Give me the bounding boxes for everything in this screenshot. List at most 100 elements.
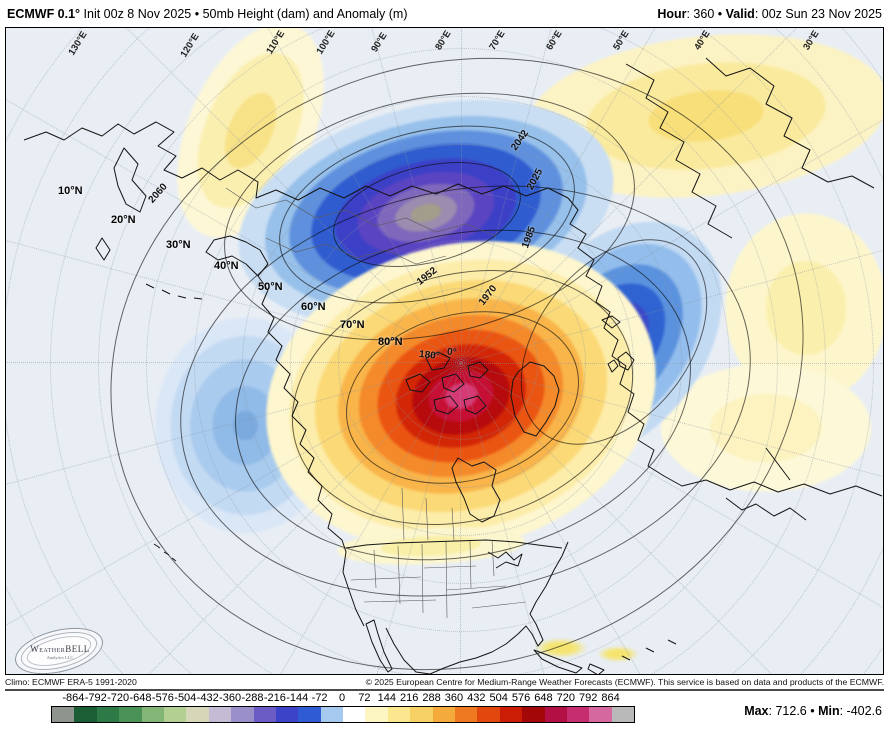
color-scale-tick: -72 (311, 692, 328, 704)
max-value: : 712.6 (768, 704, 807, 718)
contour-value-label: 2042 (509, 128, 532, 153)
color-scale-cell (96, 707, 120, 722)
max-min-readout: Max: 712.6 • Min: -402.6 (744, 704, 882, 718)
color-scale-cell (141, 707, 164, 722)
logo-subtext: Analytics LLC (46, 655, 74, 660)
color-scale-cell (74, 707, 97, 722)
color-scale: -864 -792 -720 -648 -576 -504 -432 -360 -288 -216… (5, 691, 884, 730)
valid-value: : 00z Sun 23 Nov 2025 (754, 6, 882, 21)
longitude-label: 100°E (314, 28, 338, 57)
map-labels-layer: 10°N 20°N 30°N 40°N 50°N 60°N 70°N 80°N 130°E 120… (6, 28, 883, 674)
color-scale-tick: 288 (422, 692, 441, 704)
color-scale-tick: 72 (358, 692, 371, 704)
color-scale-cell (208, 707, 232, 722)
color-scale-tick: 792 (579, 692, 598, 704)
max-label: Max (744, 704, 769, 718)
min-label: Min (818, 704, 840, 718)
color-scale-cell (253, 707, 276, 722)
color-scale-cell (455, 707, 478, 722)
contour-value-label: 1985 (520, 225, 539, 250)
attribution-row: Climo: ECMWF ERA-5 1991-2020 © 2025 Euro… (5, 675, 884, 689)
color-scale-cell (365, 707, 388, 722)
color-scale-cell (432, 707, 456, 722)
color-scale-cell (119, 707, 142, 722)
weatherbell-logo: WeatherBELL Analytics LLC (10, 619, 108, 674)
color-scale-tick: 144 (377, 692, 396, 704)
color-scale-tick: -792 (84, 692, 107, 704)
color-scale-cell (589, 707, 612, 722)
color-scale-tick: -720 (107, 692, 130, 704)
hour-value: : 360 (686, 6, 715, 21)
color-scale-cell (343, 707, 366, 722)
model-run-and-parameter: Init 00z 8 Nov 2025 • 50mb Height (dam) … (80, 6, 408, 21)
valid-label: Valid (725, 6, 755, 21)
latitude-label: 20°N (111, 214, 136, 226)
color-scale-tick: 648 (534, 692, 553, 704)
color-scale-cell (52, 707, 75, 722)
longitude-label: 90°E (369, 30, 390, 55)
color-scale-tick: -504 (174, 692, 197, 704)
color-scale-tick: -288 (241, 692, 264, 704)
color-scale-tick: 360 (444, 692, 464, 704)
contour-value-label: 2025 (525, 167, 546, 192)
color-scale-tick: 216 (399, 692, 419, 704)
color-scale-cell (499, 707, 523, 722)
color-scale-tick: 864 (601, 692, 620, 704)
color-scale-bar (51, 706, 635, 723)
latitude-label: 70°N (340, 319, 365, 331)
color-scale-tick: -432 (196, 692, 219, 704)
model-name: ECMWF 0.1° (7, 6, 81, 21)
longitude-label: 70°E (487, 28, 508, 53)
color-scale-tick: -144 (286, 692, 309, 704)
color-scale-tick: -360 (219, 692, 242, 704)
coastlines-layer (23, 57, 883, 674)
contour-value-label: 2060 (146, 181, 170, 206)
color-scale-tick: 504 (489, 692, 508, 704)
color-scale-tick: -216 (263, 692, 286, 704)
divider-rule (5, 689, 884, 691)
logo-wordmark: WeatherBELL (30, 644, 90, 654)
title-separator: • (714, 6, 726, 21)
title-right: Hour: 360 • Valid: 00z Sun 23 Nov 2025 (657, 7, 882, 21)
color-scale-cell (611, 707, 635, 722)
color-scale-tick: 0 (338, 692, 346, 704)
latitude-label: 80°N (378, 336, 403, 348)
color-scale-cell (522, 707, 545, 722)
color-scale-tick: 576 (511, 692, 531, 704)
maxmin-separator: • (806, 704, 819, 718)
color-scale-cell (387, 707, 411, 722)
latitude-label: 40°N (214, 260, 239, 272)
color-scale-tick: -864 (62, 692, 85, 704)
longitude-label: 60°E (544, 28, 565, 53)
color-scale-tick: -648 (129, 692, 152, 704)
longitude-label: 120°E (178, 31, 202, 60)
graticule (6, 28, 883, 674)
longitude-label: 30°E (801, 28, 822, 53)
color-scale-ticks: -864 -792 -720 -648 -576 -504 -432 -360 -288 -216… (51, 692, 633, 705)
contour-value-label: 1970 (476, 283, 500, 308)
min-value: : -402.6 (839, 704, 882, 718)
longitude-label: 110°E (264, 28, 288, 57)
color-scale-cell (231, 707, 254, 722)
title-bar: ECMWF 0.1° Init 00z 8 Nov 2025 • 50mb He… (0, 0, 889, 27)
color-scale-cell (566, 707, 590, 722)
color-scale-cell (477, 707, 500, 722)
contour-value-label: 180° (418, 348, 441, 363)
latitude-label: 50°N (258, 281, 283, 293)
map-canvas: 10°N 20°N 30°N 40°N 50°N 60°N 70°N 80°N 130°E 120… (5, 27, 884, 675)
latitude-label: 60°N (301, 301, 326, 313)
color-scale-cell (298, 707, 321, 722)
title-left: ECMWF 0.1° Init 00z 8 Nov 2025 • 50mb He… (7, 7, 408, 21)
color-scale-tick: 720 (556, 692, 576, 704)
color-scale-cell (544, 707, 567, 722)
longitude-label: 40°E (692, 28, 713, 53)
contour-value-label: 1952 (414, 265, 440, 288)
latitude-label: 30°N (166, 239, 191, 251)
climo-note: Climo: ECMWF ERA-5 1991-2020 (5, 677, 137, 687)
graticule-ray (461, 363, 883, 364)
contour-value-label: 0° (446, 346, 458, 359)
longitude-label: 50°E (611, 28, 632, 53)
color-scale-cell (163, 707, 187, 722)
color-scale-tick: 432 (467, 692, 486, 704)
